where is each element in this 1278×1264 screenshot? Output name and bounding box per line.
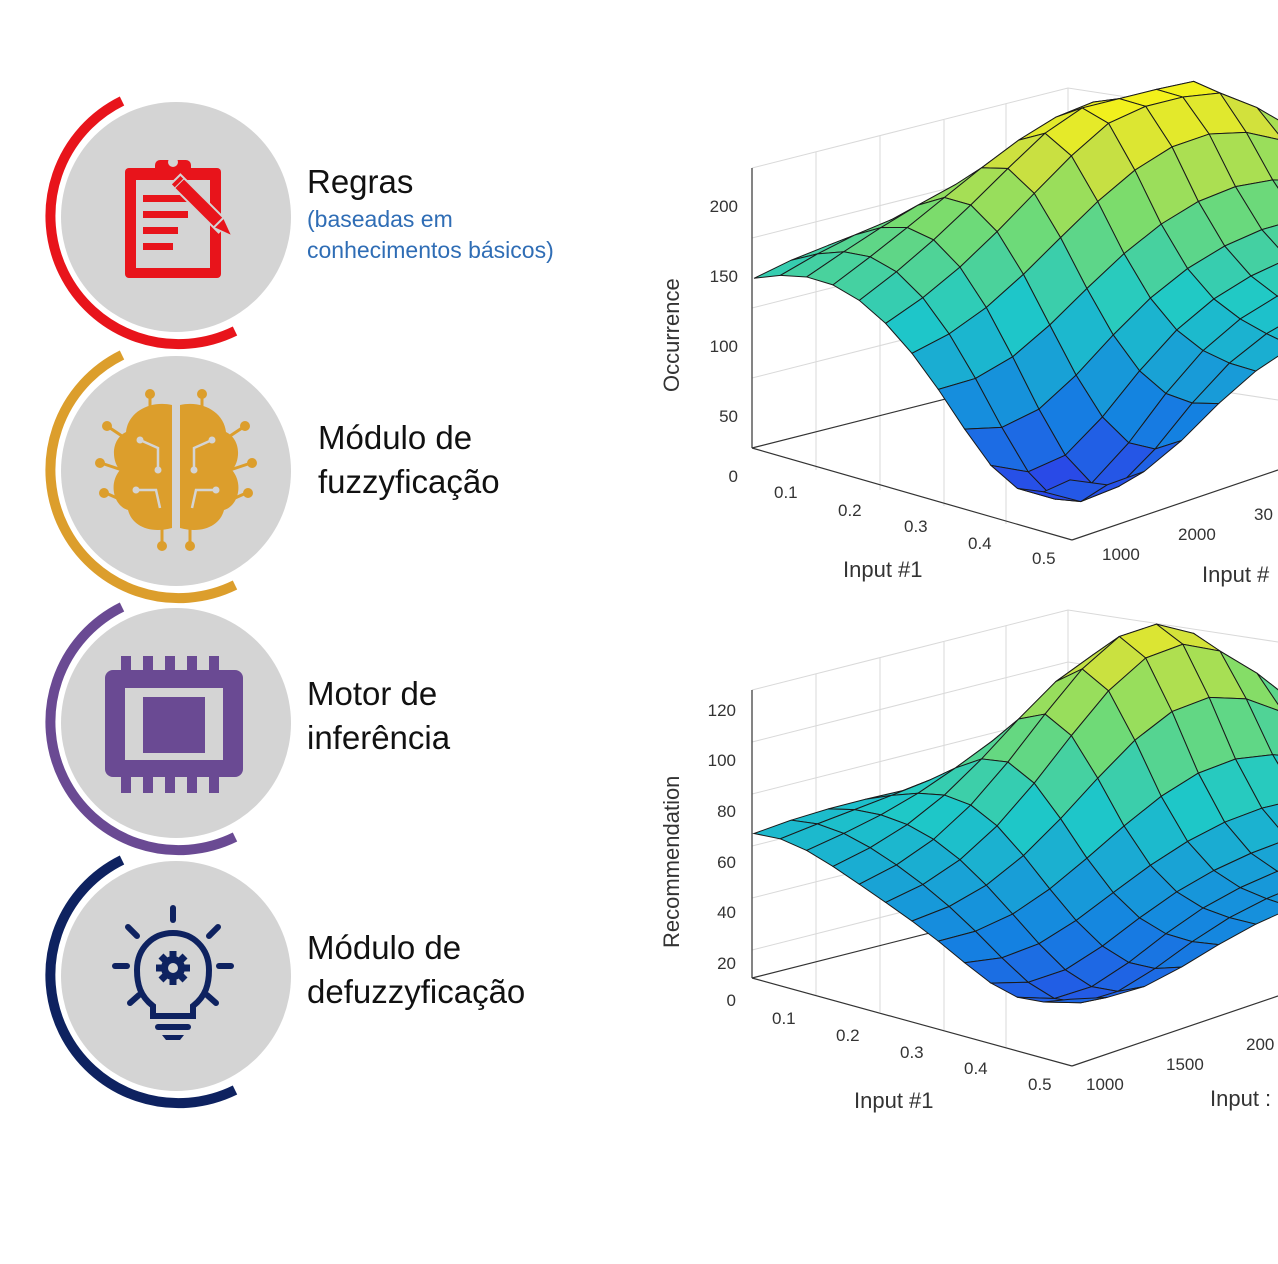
- step-arc-regras: [45, 96, 238, 350]
- y-tick: 200: [1246, 1035, 1274, 1054]
- z-tick: 40: [717, 903, 736, 922]
- y-tick: 1000: [1086, 1075, 1124, 1094]
- y-tick: 30: [1254, 505, 1273, 524]
- z-tick: 80: [717, 802, 736, 821]
- y-axis-ticks: 1000 1500 200: [1086, 1035, 1274, 1094]
- z-tick: 0: [729, 467, 738, 486]
- surface-patch: [1260, 224, 1278, 249]
- step-arc-fuzzyficacao: [45, 350, 238, 604]
- step-circle-fuzzyficacao: [61, 356, 291, 586]
- y-axis-ticks: 1000 2000 30: [1102, 505, 1273, 564]
- surface-chart-recommendation: 0 20 40 60 80 100 120 0.1 0.2 0.3 0.4 0.…: [659, 609, 1278, 1113]
- surface-patch: [1265, 893, 1278, 904]
- step-title-motor-inferencia: Motor de inferência: [307, 675, 451, 756]
- x-tick: 0.1: [774, 483, 798, 502]
- z-tick: 20: [717, 954, 736, 973]
- z-axis-label: Occurrence: [659, 278, 684, 392]
- x-tick: 0.2: [836, 1026, 860, 1045]
- x-tick: 0.5: [1032, 549, 1056, 568]
- x-tick: 0.5: [1028, 1075, 1052, 1094]
- steps-graphic: [45, 96, 291, 1109]
- x-tick: 0.1: [772, 1009, 796, 1028]
- x-axis-ticks: 0.1 0.2 0.3 0.4 0.5: [772, 1009, 1052, 1094]
- z-tick: 100: [708, 751, 736, 770]
- z-tick: 200: [710, 197, 738, 216]
- y-axis-label: Input :: [1210, 1086, 1271, 1111]
- z-tick: 120: [708, 701, 736, 720]
- y-tick: 2000: [1178, 525, 1216, 544]
- y-tick: 1000: [1102, 545, 1140, 564]
- step-fuzzyficacao: [45, 350, 291, 604]
- x-tick: 0.4: [964, 1059, 988, 1078]
- surface-patch: [1260, 803, 1278, 828]
- surface-patch: [1043, 996, 1108, 1004]
- processor-chip-icon: [105, 656, 243, 793]
- step-arc-motor-inferencia: [45, 602, 238, 856]
- surface-mesh-occurrence: [753, 80, 1278, 503]
- surface-patch: [1042, 479, 1109, 503]
- step-defuzzyficacao: [45, 855, 291, 1109]
- surface-patch: [1265, 326, 1278, 340]
- step-title-fuzzyficacao: Módulo de fuzzyficação: [318, 419, 500, 500]
- x-axis-label: Input #1: [843, 557, 923, 582]
- z-axis-ticks: 0 20 40 60 80 100 120: [708, 701, 736, 1010]
- y-tick: 1500: [1166, 1055, 1204, 1074]
- step-regras: [45, 96, 291, 350]
- x-tick: 0.4: [968, 534, 992, 553]
- surface-mesh-recommendation: [752, 623, 1278, 1004]
- x-axis-label: Input #1: [854, 1088, 934, 1113]
- x-tick: 0.2: [838, 501, 862, 520]
- z-tick: 0: [727, 991, 736, 1010]
- x-tick: 0.3: [904, 517, 928, 536]
- step-title-regras: Regras: [307, 163, 414, 200]
- step-subtitle-regras: (baseadas em conhecimentos básicos): [307, 206, 554, 263]
- x-axis-ticks: 0.1 0.2 0.3 0.4 0.5: [774, 483, 1056, 568]
- step-motor-inferencia: [45, 602, 291, 856]
- clipboard-pencil-icon: [125, 157, 231, 278]
- x-tick: 0.3: [900, 1043, 924, 1062]
- z-tick: 150: [710, 267, 738, 286]
- step-title-defuzzyficacao: Módulo de defuzzyficação: [307, 929, 526, 1010]
- y-axis-label: Input #: [1202, 562, 1270, 587]
- z-tick: 50: [719, 407, 738, 426]
- z-axis-ticks: 0 50 100 150 200: [710, 197, 738, 486]
- z-tick: 100: [710, 337, 738, 356]
- lightbulb-gear-icon: [112, 905, 234, 1040]
- brain-circuit-icon: [95, 389, 257, 551]
- step-arc-defuzzyficacao: [45, 855, 238, 1109]
- z-axis-label: Recommendation: [659, 776, 684, 948]
- z-tick: 60: [717, 853, 736, 872]
- surface-plots: 0 50 100 150 200 0.1 0.2 0.3 0.4 0.5 100…: [659, 80, 1278, 1113]
- surface-chart-occurrence: 0 50 100 150 200 0.1 0.2 0.3 0.4 0.5 100…: [659, 80, 1278, 587]
